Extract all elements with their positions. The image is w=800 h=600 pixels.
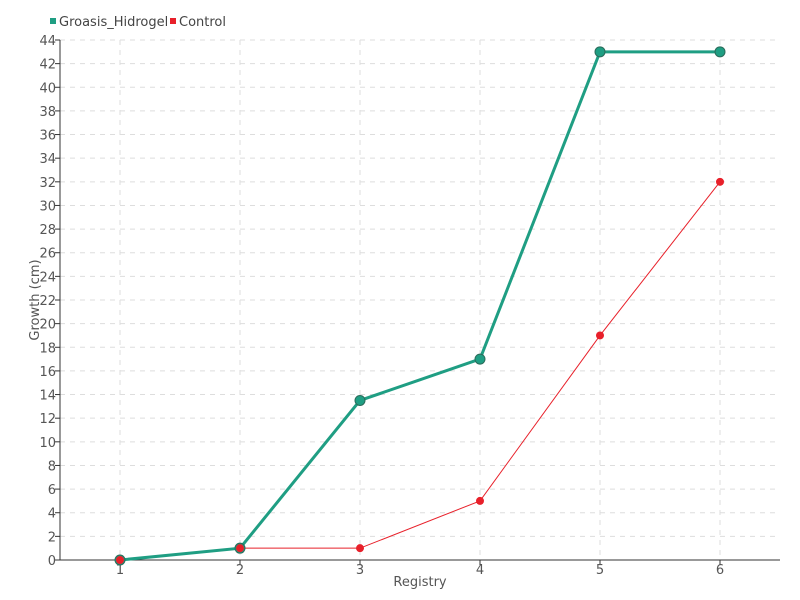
y-tick-label: 8 bbox=[48, 459, 56, 474]
y-tick-label: 22 bbox=[39, 294, 56, 309]
y-tick-label: 38 bbox=[39, 105, 56, 120]
y-tick-label: 4 bbox=[48, 507, 56, 522]
y-tick-label: 40 bbox=[39, 81, 56, 96]
x-axis-label: Registry bbox=[393, 575, 447, 590]
grid bbox=[60, 39, 780, 560]
y-tick-label: 0 bbox=[48, 554, 56, 569]
legend-label-control: Control bbox=[179, 15, 226, 30]
y-tick-label: 34 bbox=[39, 152, 56, 167]
x-tick-label: 3 bbox=[356, 563, 364, 578]
series-line-groasis-hidrogel bbox=[119, 50, 720, 562]
y-tick-label: 24 bbox=[39, 270, 56, 285]
y-axis-label: Growth (cm) bbox=[28, 259, 43, 340]
y-tick-label: 26 bbox=[39, 247, 56, 262]
legend-swatch-groasis bbox=[50, 18, 56, 24]
y-tick-label: 14 bbox=[39, 389, 56, 404]
legend-label-groasis: Groasis_Hidrogel bbox=[59, 15, 168, 30]
series bbox=[114, 46, 726, 566]
x-tick-label: 6 bbox=[716, 563, 724, 578]
point-control bbox=[356, 544, 364, 553]
y-tick-label: 12 bbox=[39, 412, 56, 427]
point-control bbox=[236, 544, 244, 553]
x-tick-label: 4 bbox=[476, 563, 484, 578]
y-tick-label: 32 bbox=[39, 176, 56, 191]
y-tick-label: 10 bbox=[39, 436, 56, 451]
y-ticks: 0246810121416182022242628303234363840424… bbox=[39, 34, 60, 569]
y-tick-label: 42 bbox=[39, 58, 56, 73]
point-groasis-hidrogel bbox=[714, 46, 726, 58]
y-tick-label: 44 bbox=[39, 34, 56, 49]
x-tick-label: 5 bbox=[596, 563, 604, 578]
point-control bbox=[476, 496, 484, 505]
y-tick-label: 30 bbox=[39, 199, 56, 214]
point-control bbox=[116, 556, 124, 564]
point-groasis-hidrogel bbox=[594, 46, 606, 58]
legend: Groasis_Hidrogel Control bbox=[50, 15, 226, 30]
y-tick-label: 18 bbox=[39, 341, 56, 356]
x-tick-label: 1 bbox=[116, 563, 124, 578]
y-tick-label: 16 bbox=[39, 365, 56, 380]
point-groasis-hidrogel bbox=[354, 394, 366, 406]
y-tick-label: 2 bbox=[48, 530, 56, 545]
point-control bbox=[716, 177, 724, 186]
y-tick-label: 28 bbox=[39, 223, 56, 238]
y-tick-label: 20 bbox=[39, 318, 56, 333]
legend-swatch-control bbox=[170, 18, 176, 24]
point-control bbox=[596, 331, 604, 340]
x-tick-label: 2 bbox=[236, 563, 244, 578]
point-groasis-hidrogel bbox=[474, 353, 486, 365]
y-tick-label: 6 bbox=[48, 483, 56, 498]
y-tick-label: 36 bbox=[39, 129, 56, 144]
